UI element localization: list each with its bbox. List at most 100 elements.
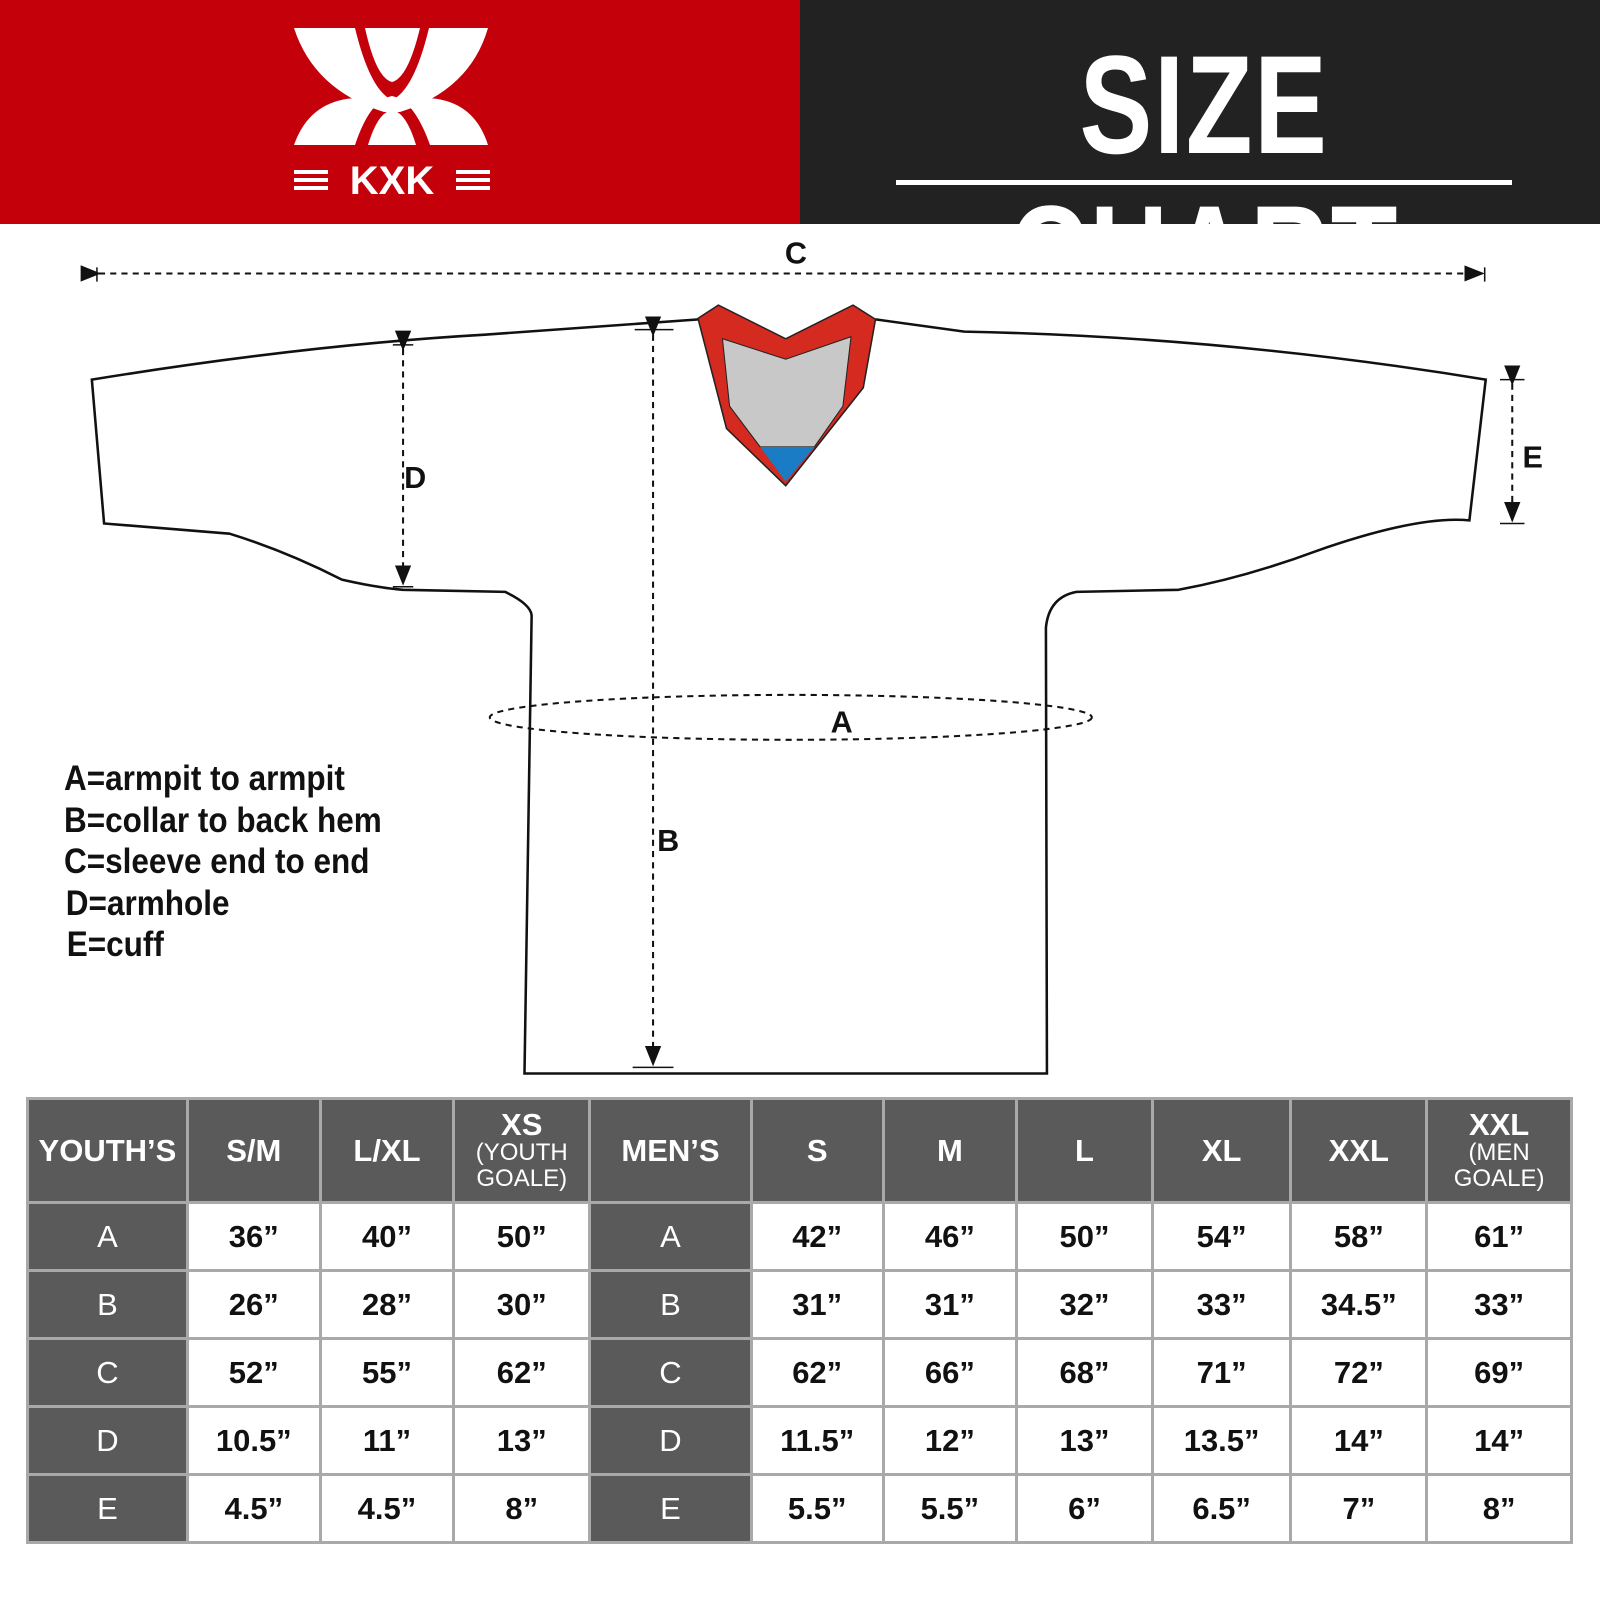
table-cell: 68” (1015, 1337, 1154, 1408)
label-b: B (657, 824, 679, 858)
page-title: SIZE CHART (1009, 26, 1399, 333)
table-cell: 66” (881, 1337, 1019, 1408)
row-label: B (26, 1269, 189, 1340)
measurement-legend: A=armpit to armpit B=collar to back hem … (64, 758, 382, 966)
table-cell: 8” (452, 1473, 592, 1544)
table-cell: 11.5” (749, 1405, 885, 1476)
table-cell: 7” (1289, 1473, 1429, 1544)
size-table: YOUTH’S S/M L/XL XS (YOUTH GOALE) MEN’S S M L XL X… (26, 1097, 1573, 1544)
legend-item: E=cuff (66, 925, 164, 964)
table-cell: 11” (318, 1405, 456, 1476)
header-size: S/M (185, 1097, 322, 1204)
table-cell: 14” (1425, 1405, 1573, 1476)
table-cell: 14” (1289, 1405, 1429, 1476)
table-cell: 61” (1425, 1201, 1573, 1272)
table-header-row: YOUTH’S S/M L/XL XS (YOUTH GOALE) MEN’S S M L XL X… (26, 1097, 1573, 1204)
collar-inner (721, 335, 852, 448)
table-cell: 36” (185, 1201, 322, 1272)
table-cell: 50” (1015, 1201, 1154, 1272)
label-d: D (404, 461, 426, 495)
header-size: S (749, 1097, 885, 1204)
table-row: B 26” 28” 30” B 31” 31” 32” 33” 34.5” 33” (26, 1269, 1573, 1340)
row-label: E (588, 1473, 753, 1544)
table-cell: 4.5” (185, 1473, 322, 1544)
header-sublabel: (YOUTH GOALE) (475, 1138, 568, 1192)
table-cell: 42” (749, 1201, 885, 1272)
title-underline (896, 180, 1512, 185)
header-label: XS (501, 1106, 543, 1142)
label-e: E (1522, 440, 1542, 474)
measure-a (488, 693, 1093, 741)
header-title-panel (800, 0, 1600, 224)
table-cell: 5.5” (881, 1473, 1019, 1544)
table-cell: 12” (881, 1405, 1019, 1476)
table-cell: 10.5” (185, 1405, 322, 1476)
header-men: MEN’S (588, 1097, 753, 1204)
header-size: XXL (1289, 1097, 1429, 1204)
header-size: XS (YOUTH GOALE) (452, 1097, 592, 1204)
table-cell: 8” (1425, 1473, 1573, 1544)
table-cell: 32” (1015, 1269, 1154, 1340)
table-cell: 34.5” (1289, 1269, 1429, 1340)
table-cell: 6” (1015, 1473, 1154, 1544)
table-cell: 58” (1289, 1201, 1429, 1272)
header-size: L/XL (318, 1097, 456, 1204)
table-row: C 52” 55” 62” C 62” 66” 68” 71” 72” 69” (26, 1337, 1573, 1408)
table-cell: 5.5” (749, 1473, 885, 1544)
header-size: XXL (MEN GOALE) (1425, 1097, 1573, 1204)
legend-item: B=collar to back hem (64, 800, 382, 840)
row-label: E (26, 1473, 189, 1544)
table-cell: 6.5” (1150, 1473, 1293, 1544)
jersey-outline (90, 318, 1488, 1075)
label-c: C (785, 236, 807, 270)
row-label: A (26, 1201, 189, 1272)
table-cell: 46” (881, 1201, 1019, 1272)
header-size: L (1015, 1097, 1154, 1204)
table-row: D 10.5” 11” 13” D 11.5” 12” 13” 13.5” 14” 14” (26, 1405, 1573, 1476)
svg-text:KXK: KXK (350, 159, 435, 203)
header-label: L (1075, 1132, 1094, 1168)
table-cell: 4.5” (318, 1473, 456, 1544)
header-label: S/M (226, 1132, 282, 1168)
header-size: M (881, 1097, 1019, 1204)
header-brand-panel: KXK (0, 0, 800, 224)
row-label: C (588, 1337, 753, 1408)
legend-item: A=armpit to armpit (64, 759, 345, 798)
legend-item: D=armhole (65, 883, 230, 923)
legend-item: C=sleeve end to end (64, 842, 370, 881)
table-cell: 40” (318, 1201, 456, 1272)
table-cell: 30” (452, 1269, 592, 1340)
table-row: E 4.5” 4.5” 8” E 5.5” 5.5” 6” 6.5” 7” 8” (26, 1473, 1573, 1544)
header-label: YOUTH’S (38, 1132, 177, 1168)
table-cell: 13” (1015, 1405, 1154, 1476)
table-cell: 28” (318, 1269, 456, 1340)
row-label: D (588, 1405, 753, 1476)
table-cell: 71” (1150, 1337, 1293, 1408)
table-cell: 33” (1150, 1269, 1293, 1340)
table-cell: 13” (452, 1405, 592, 1476)
row-label: B (588, 1269, 753, 1340)
header-label: M (936, 1132, 963, 1168)
table-cell: 50” (452, 1201, 592, 1272)
header-label: XXL (1328, 1132, 1389, 1168)
table-cell: 26” (185, 1269, 322, 1340)
collar-tip (760, 446, 815, 482)
table-cell: 31” (881, 1269, 1019, 1340)
header-label: MEN’S (621, 1132, 720, 1168)
header-label: XXL (1468, 1106, 1530, 1142)
header-label: L/XL (353, 1132, 421, 1168)
table-row: A 36” 40” 50” A 42” 46” 50” 54” 58” 61” (26, 1201, 1573, 1272)
label-a: A (831, 706, 853, 740)
table-cell: 55” (318, 1337, 456, 1408)
table-cell: 62” (452, 1337, 592, 1408)
table-cell: 62” (749, 1337, 885, 1408)
table-cell: 52” (185, 1337, 322, 1408)
kxk-logo: KXK (294, 28, 490, 203)
header-youth: YOUTH’S (26, 1097, 189, 1204)
header-label: S (806, 1132, 828, 1168)
row-label: C (26, 1337, 189, 1408)
table-cell: 72” (1289, 1337, 1429, 1408)
table-cell: 31” (749, 1269, 885, 1340)
table-cell: 54” (1150, 1201, 1293, 1272)
